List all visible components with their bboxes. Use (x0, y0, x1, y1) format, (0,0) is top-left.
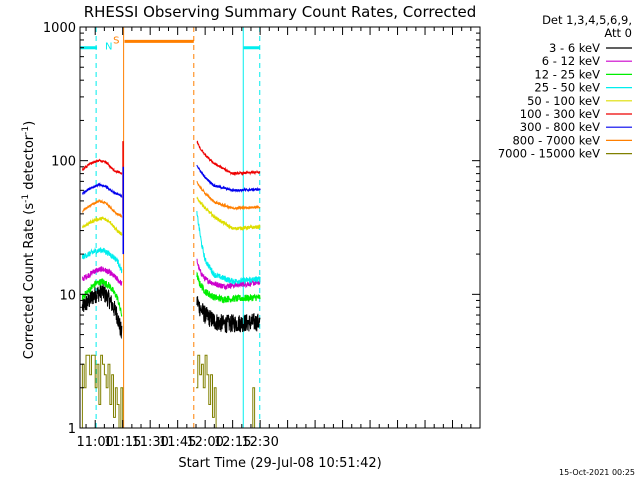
series-2 (81, 271, 261, 317)
y-axis-label-end: ) (22, 121, 37, 126)
y-axis-label: Corrected Count Rate (s-1 detector-1) (21, 121, 37, 359)
series-6 (81, 164, 261, 198)
legend-label-0: 3 - 6 keV (549, 41, 600, 55)
y-axis-label-mid: detector (22, 134, 37, 194)
chart-title: RHESSI Observing Summary Count Rates, Co… (84, 3, 477, 21)
series-5 (81, 140, 261, 177)
y-tick-label: 100 (51, 155, 76, 170)
legend-label-1: 6 - 12 keV (542, 54, 600, 68)
series-line-8-0 (80, 354, 124, 429)
plot-frame (79, 26, 481, 429)
legend-label-2: 12 - 25 keV (534, 67, 600, 81)
series-line-4-1 (196, 196, 261, 231)
legend-label-6: 300 - 800 keV (520, 120, 600, 134)
series-line-2-1 (196, 271, 261, 304)
series-7 (82, 180, 261, 218)
series-3 (81, 210, 261, 286)
x-axis-label: Start Time (29-Jul-08 10:51:42) (178, 456, 381, 471)
y-axis-label-main: Corrected Count Rate (s (22, 203, 37, 360)
series-line-3-0 (81, 247, 123, 274)
series-line-5-1 (196, 140, 261, 177)
series-line-6-0 (81, 181, 123, 198)
y-tick-label: 10 (59, 288, 76, 303)
legend-header-detectors: Det 1,3,4,5,6,9, (542, 13, 632, 27)
x-tick-label: 12:30 (241, 435, 278, 450)
legend-label-8: 7000 - 15000 keV (498, 147, 600, 161)
series-line-0-0 (81, 282, 123, 340)
series-line-7-1 (196, 180, 261, 211)
series-line-2-0 (81, 278, 123, 317)
legend-label-3: 25 - 50 keV (534, 81, 600, 95)
legend-label-4: 50 - 100 keV (527, 94, 600, 108)
y-tick-label: 1000 (43, 21, 76, 36)
x-tick-label: 11:00 (76, 435, 113, 450)
status-bar-label-0: N (105, 42, 112, 53)
series-line-7-0 (82, 199, 123, 218)
legend-header-attenuator: Att 0 (604, 26, 632, 40)
status-bar-label-2: S (113, 35, 119, 46)
series-line-6-1 (196, 164, 261, 193)
x-tick-label: 11:15 (104, 435, 141, 450)
plot-area: NS110100100011:0011:1511:3011:4512:0012:… (43, 21, 481, 450)
series-line-8-1 (196, 354, 256, 429)
x-tick-label: 12:00 (186, 435, 223, 450)
series-line-0-1 (196, 296, 261, 334)
legend-label-5: 100 - 300 keV (520, 107, 600, 121)
y-tick-label: 1 (68, 422, 76, 437)
series-0 (81, 282, 261, 340)
footer-timestamp: 15-Oct-2021 00:25 (559, 468, 635, 477)
legend-label-7: 800 - 7000 keV (512, 133, 600, 147)
series-8 (80, 354, 256, 429)
x-tick-label: 12:15 (214, 435, 251, 450)
y-axis-label-sup2: -1 (21, 126, 31, 135)
series-4 (81, 196, 261, 236)
series-line-1-0 (81, 266, 123, 286)
series-line-4-0 (81, 216, 123, 236)
series-line-3-1 (196, 210, 261, 286)
series-line-5-0 (81, 158, 123, 175)
x-tick-label: 11:45 (159, 435, 196, 450)
x-tick-label: 11:30 (131, 435, 168, 450)
y-axis-label-sup1: -1 (21, 194, 31, 203)
